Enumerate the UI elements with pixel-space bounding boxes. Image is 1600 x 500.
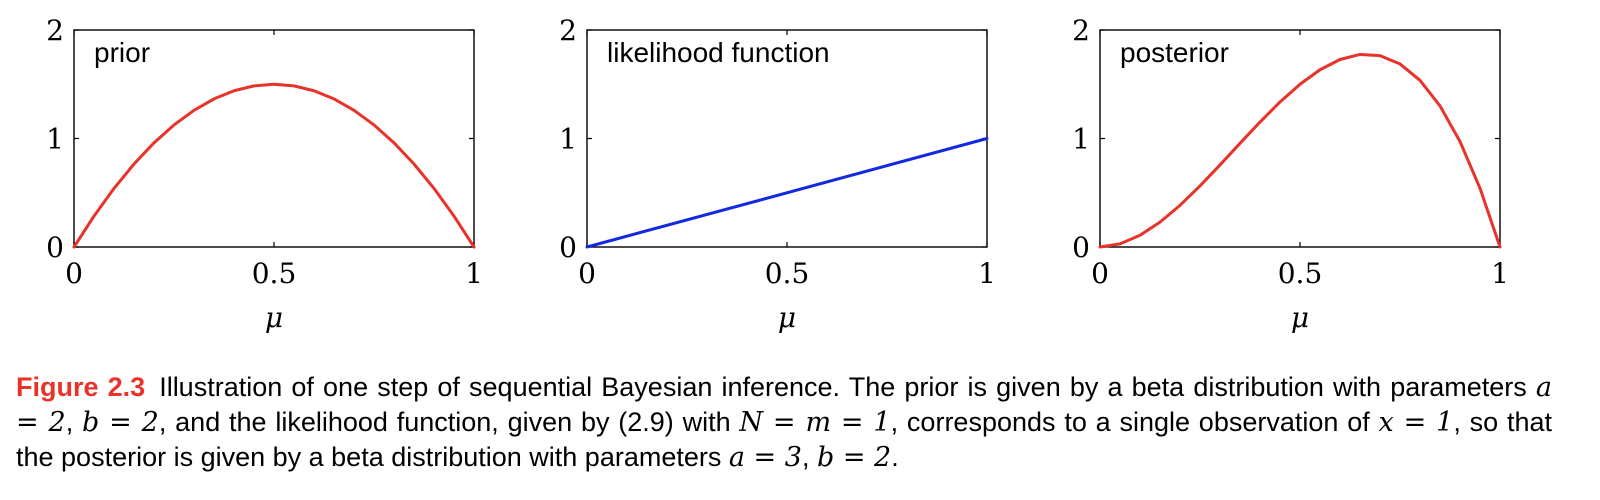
series-line <box>1098 52 1502 249</box>
caption-math: a = 3 <box>728 442 802 473</box>
x-tick-label: 0.5 <box>252 257 297 290</box>
y-tick-label: 1 <box>1072 123 1090 156</box>
caption-text: , and the likelihood function, given by … <box>158 407 740 437</box>
panel-label: posterior <box>1120 37 1229 68</box>
x-tick-label: 0.5 <box>765 257 810 290</box>
caption-text: , so that the posterior is given by a be… <box>16 407 1553 472</box>
x-tick-label: 1 <box>978 257 996 290</box>
series-line <box>585 137 989 249</box>
y-tick-label: 1 <box>46 123 64 156</box>
figure-label: Figure 2.3 <box>16 372 146 402</box>
x-tick-label: 0 <box>1091 257 1109 290</box>
caption-math: x = 1 <box>1378 407 1454 438</box>
y-tick-label: 0 <box>559 231 577 264</box>
y-tick-label: 2 <box>559 14 577 47</box>
figure-caption: Figure 2.3 Illustration of one step of se… <box>16 370 1552 475</box>
caption-text: , <box>801 442 817 472</box>
caption-math: a = 2 <box>16 372 1552 438</box>
caption-math: N = m = 1 <box>739 407 891 438</box>
caption-text: Illustration of one step of sequential B… <box>159 372 1536 402</box>
y-tick-label: 2 <box>1072 14 1090 47</box>
x-tick-label: 1 <box>1491 257 1509 290</box>
caption-text: , <box>65 407 82 437</box>
x-axis-label: μ <box>778 301 796 334</box>
x-tick-label: 0 <box>65 257 83 290</box>
chart-panel-2: 0 0.5 1 0 1 2 μ likelihood function <box>559 14 996 334</box>
y-tick-label: 2 <box>46 14 64 47</box>
caption-text: . <box>891 442 899 472</box>
x-tick-label: 0 <box>578 257 596 290</box>
y-tick-label: 0 <box>46 231 64 264</box>
chart-panel-3: 0 0.5 1 0 1 2 μ posterior <box>1072 14 1509 334</box>
caption-text: , corresponds to a single observation of <box>890 407 1379 437</box>
x-axis-label: μ <box>1291 301 1309 334</box>
y-tick-label: 1 <box>559 123 577 156</box>
chart-panel-1: 0 0.5 1 0 1 2 μ prior <box>46 14 483 334</box>
caption-math: b = 2 <box>82 407 159 438</box>
caption-math: b = 2 <box>816 442 892 473</box>
panel-label: likelihood function <box>607 37 830 68</box>
panel-label: prior <box>94 37 150 68</box>
x-tick-label: 1 <box>465 257 483 290</box>
series-line <box>72 82 476 249</box>
y-tick-label: 0 <box>1072 231 1090 264</box>
x-tick-label: 0.5 <box>1278 257 1323 290</box>
x-axis-label: μ <box>265 301 283 334</box>
